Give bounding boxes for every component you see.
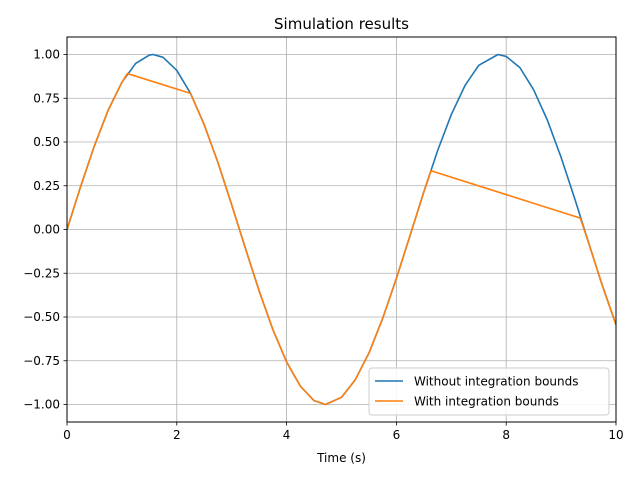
grid xyxy=(66,37,617,422)
x-tick-label: 6 xyxy=(393,428,401,442)
series-layer xyxy=(67,53,616,406)
x-tick-label: 10 xyxy=(608,428,623,442)
y-tick-label: 0.00 xyxy=(33,223,60,237)
x-tick-label: 4 xyxy=(283,428,291,442)
y-tick-label: −0.25 xyxy=(23,266,60,280)
y-tick-label: 1.00 xyxy=(33,48,60,62)
y-axis: −1.00 −0.75 −0.50 −0.25 0.00 0.25 0.50 0.75 1.00 xyxy=(23,48,67,412)
y-tick-label: 0.75 xyxy=(33,91,60,105)
chart-title: Simulation results xyxy=(274,15,409,33)
legend: Without integration bounds With integrati… xyxy=(368,367,610,416)
legend-label: Without integration bounds xyxy=(414,375,578,389)
x-axis-label: Time (s) xyxy=(316,451,366,465)
x-tick-label: 2 xyxy=(173,428,181,442)
y-tick-label: 0.25 xyxy=(33,179,60,193)
legend-label: With integration bounds xyxy=(414,395,559,409)
y-tick-label: −0.50 xyxy=(23,310,60,324)
y-tick-label: 0.50 xyxy=(33,135,60,149)
x-axis: 0 2 4 6 8 10 xyxy=(63,422,624,442)
y-tick-label: −0.75 xyxy=(23,354,60,368)
legend-box xyxy=(368,367,610,416)
x-tick-label: 8 xyxy=(502,428,510,442)
x-tick-label: 0 xyxy=(63,428,71,442)
y-tick-label: −1.00 xyxy=(23,398,60,412)
series-line-2 xyxy=(67,72,616,406)
